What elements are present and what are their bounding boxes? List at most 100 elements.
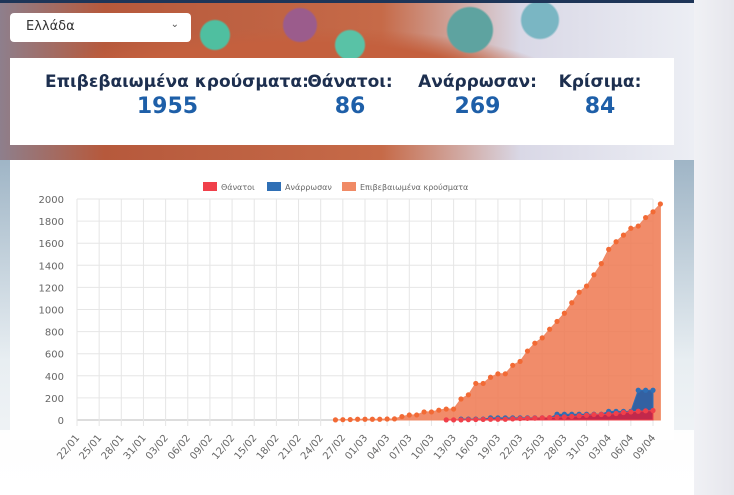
data-point [458,417,464,423]
data-point [643,408,649,414]
x-tick-label: 22/01 [55,433,82,462]
data-point [362,416,368,422]
data-point [606,411,612,417]
data-point [443,406,449,412]
data-point [532,415,538,421]
legend-swatch [203,182,217,191]
y-tick-label: 600 [45,350,64,361]
stat-label: Ανάρρωσαν: [418,72,537,92]
data-point [510,362,516,368]
data-point [569,413,575,420]
x-tick-label: 22/03 [498,433,525,462]
data-point [650,407,656,414]
y-tick-label: 1400 [39,261,64,272]
data-point [421,409,427,415]
data-point [576,413,582,419]
stats-card: Επιβεβαιωμένα κρούσματα: 1955 Θάνατοι: 8… [10,58,674,145]
y-tick-label: 0 [58,416,64,427]
data-point [495,416,501,422]
data-point [487,374,494,380]
y-tick-label: 200 [45,394,64,405]
data-point [473,416,479,423]
x-tick-label: 27/02 [321,433,348,462]
x-tick-label: 31/03 [565,433,592,462]
data-point [480,416,486,423]
x-tick-label: 16/03 [454,433,481,462]
data-point [628,409,634,415]
data-point [406,412,412,418]
data-point [561,414,567,420]
country-select-value: Ελλάδα [26,19,75,34]
data-point [561,310,567,316]
x-tick-label: 28/01 [100,433,127,462]
data-point [487,416,494,422]
stat-value: 269 [454,94,501,119]
data-point [391,416,398,422]
data-point [524,415,531,421]
stat-label: Επιβεβαιωμένα κρούσματα: [45,72,309,92]
stat-value: 84 [584,94,616,119]
data-point [355,416,361,422]
stat-label: Κρίσιμα: [558,72,642,92]
country-select[interactable]: Ελλάδα ⌄ [10,13,191,42]
data-point [510,416,516,422]
x-tick-label: 01/03 [343,433,370,462]
data-point [547,326,553,332]
legend-swatch [342,182,356,191]
data-point [399,413,405,420]
data-point [569,300,575,306]
data-point [554,318,560,325]
x-tick-label: 25/03 [521,433,548,462]
data-point [384,416,390,422]
x-tick-label: 09/04 [631,433,658,462]
stat-value: 1955 [136,94,199,119]
legend-label: Θάνατοι [221,183,255,192]
data-point [606,246,612,252]
data-point [539,415,545,421]
x-tick-label: 19/03 [476,433,503,462]
x-tick-label: 12/02 [210,433,237,462]
x-tick-label: 24/02 [299,433,326,462]
data-point [532,340,538,346]
legend-swatch [267,182,281,191]
data-point [598,261,604,267]
chevron-down-icon: ⌄ [170,19,179,30]
data-point [332,417,339,423]
x-tick-label: 25/01 [77,433,104,462]
data-point [414,412,420,418]
data-point [458,396,464,402]
data-point [554,414,560,420]
data-point [465,417,471,423]
data-point [643,214,649,221]
data-point [657,201,663,207]
data-point [539,335,545,341]
data-point [583,283,590,289]
data-point [576,289,582,295]
x-tick-label: 06/02 [166,433,193,462]
data-point [443,417,449,423]
x-tick-label: 28/03 [543,433,570,462]
data-point [451,406,457,412]
data-point [591,411,597,418]
legend-label: Επιβεβαιωμένα κρούσματα [360,182,468,192]
y-tick-label: 1800 [39,217,64,228]
x-tick-label: 06/04 [609,433,636,462]
bottom-fade [0,430,694,495]
stat-label: Θάνατοι: [307,72,393,92]
data-point [591,272,597,278]
y-tick-label: 1200 [39,283,64,294]
data-point [517,415,523,422]
data-point [451,417,457,423]
x-tick-label: 31/01 [122,433,149,462]
y-tick-label: 2000 [39,195,64,206]
x-tick-label: 07/03 [388,433,415,462]
data-point [377,416,383,422]
x-tick-label: 10/03 [410,433,437,462]
x-tick-label: 04/03 [365,433,392,462]
x-tick-label: 09/02 [188,433,215,462]
data-point [502,416,508,422]
x-tick-label: 15/02 [233,433,260,462]
data-point [635,223,641,229]
data-point [465,392,471,398]
data-point [502,371,508,377]
